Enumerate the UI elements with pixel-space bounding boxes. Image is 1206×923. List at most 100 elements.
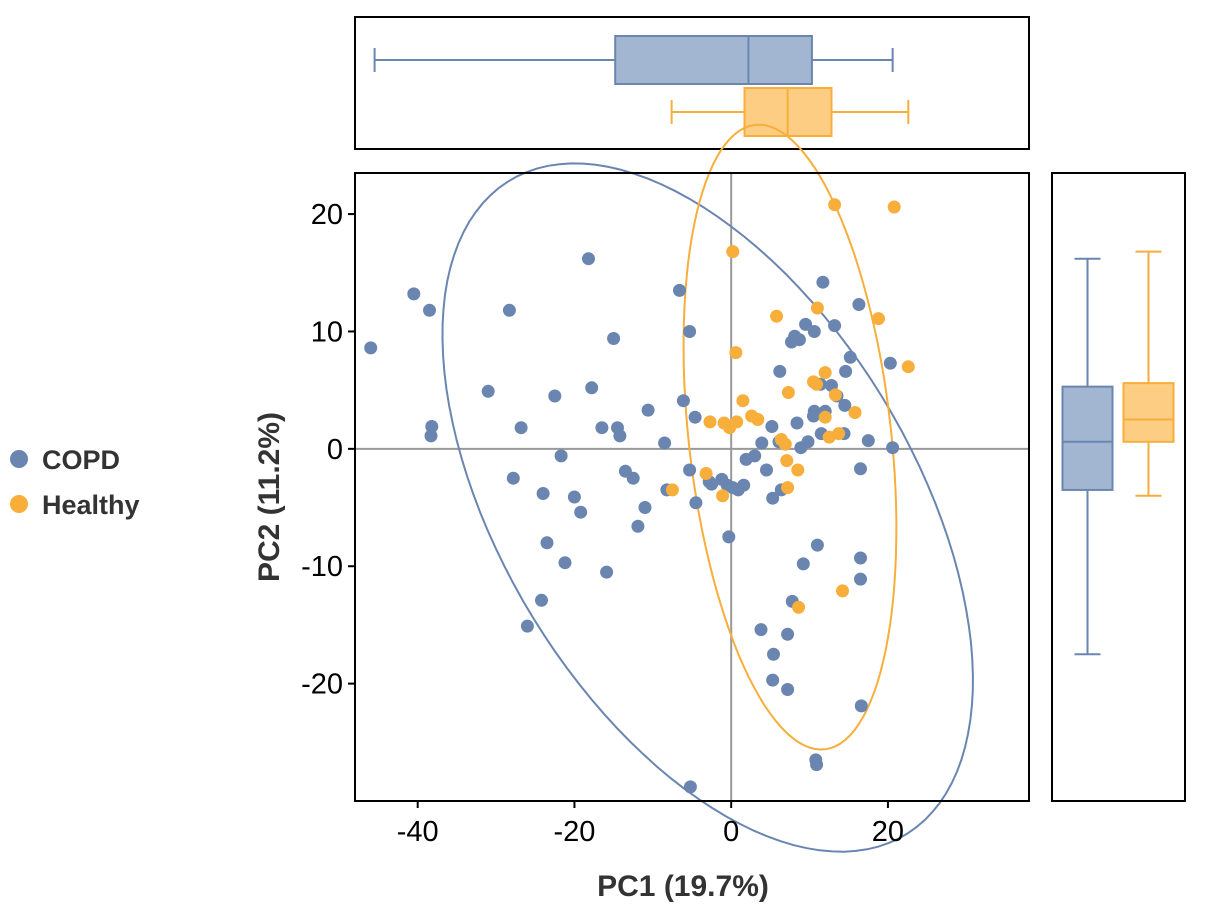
data-point bbox=[540, 536, 554, 550]
data-point bbox=[839, 364, 853, 378]
data-point bbox=[861, 434, 875, 448]
data-point bbox=[848, 406, 862, 419]
data-point bbox=[818, 410, 832, 424]
data-point bbox=[554, 449, 568, 463]
data-point bbox=[585, 381, 599, 395]
data-point bbox=[780, 454, 794, 468]
right-panel-frame bbox=[1051, 172, 1186, 802]
data-point bbox=[683, 780, 697, 794]
data-point bbox=[799, 317, 813, 331]
x-tick-label: 0 bbox=[723, 816, 739, 848]
data-point bbox=[807, 404, 821, 418]
data-point bbox=[658, 436, 672, 450]
data-point bbox=[736, 394, 750, 408]
data-point bbox=[424, 429, 438, 443]
data-point bbox=[901, 360, 915, 374]
data-point bbox=[638, 501, 652, 514]
data-point bbox=[828, 198, 842, 212]
data-point bbox=[765, 420, 779, 433]
data-point bbox=[676, 394, 690, 408]
data-point bbox=[816, 275, 830, 289]
data-point bbox=[716, 489, 730, 503]
data-point bbox=[607, 332, 621, 345]
scatter-plot-panel: -40 -20 0 20 -20 -10 0 10 20 bbox=[301, 123, 1030, 853]
series-copd bbox=[364, 252, 900, 794]
data-point bbox=[791, 463, 805, 477]
right-marginal-boxplot bbox=[1051, 172, 1186, 802]
data-point bbox=[854, 551, 867, 565]
data-point bbox=[767, 647, 780, 661]
data-point bbox=[558, 556, 572, 570]
data-point bbox=[689, 496, 703, 510]
data-point bbox=[730, 415, 744, 429]
data-point bbox=[514, 421, 528, 435]
data-point bbox=[683, 325, 697, 338]
data-point bbox=[641, 403, 655, 417]
data-point bbox=[832, 427, 846, 441]
data-point bbox=[766, 491, 780, 505]
data-point bbox=[688, 410, 702, 424]
data-point bbox=[626, 471, 640, 485]
data-point bbox=[535, 593, 548, 607]
box-iqr bbox=[614, 35, 813, 85]
data-point bbox=[781, 481, 795, 495]
data-point bbox=[631, 519, 645, 533]
data-point bbox=[778, 437, 792, 451]
plot-frame bbox=[354, 172, 1030, 802]
data-point bbox=[423, 303, 436, 317]
legend-label: COPD bbox=[42, 445, 120, 475]
top-marginal-boxplot bbox=[354, 16, 1030, 150]
data-point bbox=[838, 398, 852, 412]
series-healthy bbox=[665, 198, 915, 614]
legend: COPD Healthy bbox=[10, 445, 140, 520]
data-point bbox=[755, 436, 769, 450]
data-point bbox=[595, 421, 609, 435]
data-point bbox=[582, 252, 595, 266]
legend-item-healthy: Healthy bbox=[10, 490, 140, 520]
data-point bbox=[886, 441, 900, 455]
data-point bbox=[883, 356, 897, 370]
y-tick-label: 10 bbox=[311, 316, 343, 348]
data-point bbox=[613, 429, 627, 443]
data-point bbox=[796, 557, 810, 571]
data-point bbox=[425, 420, 439, 433]
data-point bbox=[502, 303, 516, 317]
data-point bbox=[781, 683, 795, 696]
legend-item-copd: COPD bbox=[10, 445, 120, 475]
data-point bbox=[872, 312, 885, 326]
boxplot-copd bbox=[373, 35, 894, 85]
data-point bbox=[854, 699, 868, 713]
y-tick-label: 0 bbox=[327, 434, 343, 466]
x-tick-label: -40 bbox=[397, 816, 439, 848]
data-point bbox=[810, 758, 824, 772]
data-point bbox=[810, 377, 824, 391]
data-point bbox=[818, 366, 832, 380]
data-point bbox=[699, 467, 713, 480]
data-point bbox=[792, 600, 806, 614]
data-point bbox=[836, 584, 849, 598]
data-point bbox=[773, 364, 787, 378]
box-iqr bbox=[1122, 382, 1175, 443]
data-point bbox=[770, 309, 784, 323]
box-iqr bbox=[1061, 385, 1114, 491]
confidence-ellipse-healthy bbox=[682, 123, 898, 751]
top-panel-frame bbox=[354, 16, 1030, 150]
data-point bbox=[828, 388, 842, 402]
confidence-ellipse-copd bbox=[441, 162, 974, 853]
data-point bbox=[781, 627, 795, 641]
data-point bbox=[737, 478, 751, 492]
data-point bbox=[481, 384, 495, 398]
data-point bbox=[722, 530, 736, 544]
y-tick-label: -10 bbox=[301, 551, 343, 583]
y-axis-label: PC2 (11.2%) bbox=[253, 412, 286, 582]
data-point bbox=[705, 477, 719, 491]
data-point bbox=[754, 623, 768, 637]
data-point bbox=[854, 462, 867, 476]
data-point bbox=[536, 487, 550, 500]
data-point bbox=[751, 413, 765, 426]
data-point bbox=[766, 673, 780, 687]
data-point bbox=[407, 287, 421, 301]
data-point bbox=[760, 463, 773, 477]
legend-label: Healthy bbox=[42, 490, 140, 520]
